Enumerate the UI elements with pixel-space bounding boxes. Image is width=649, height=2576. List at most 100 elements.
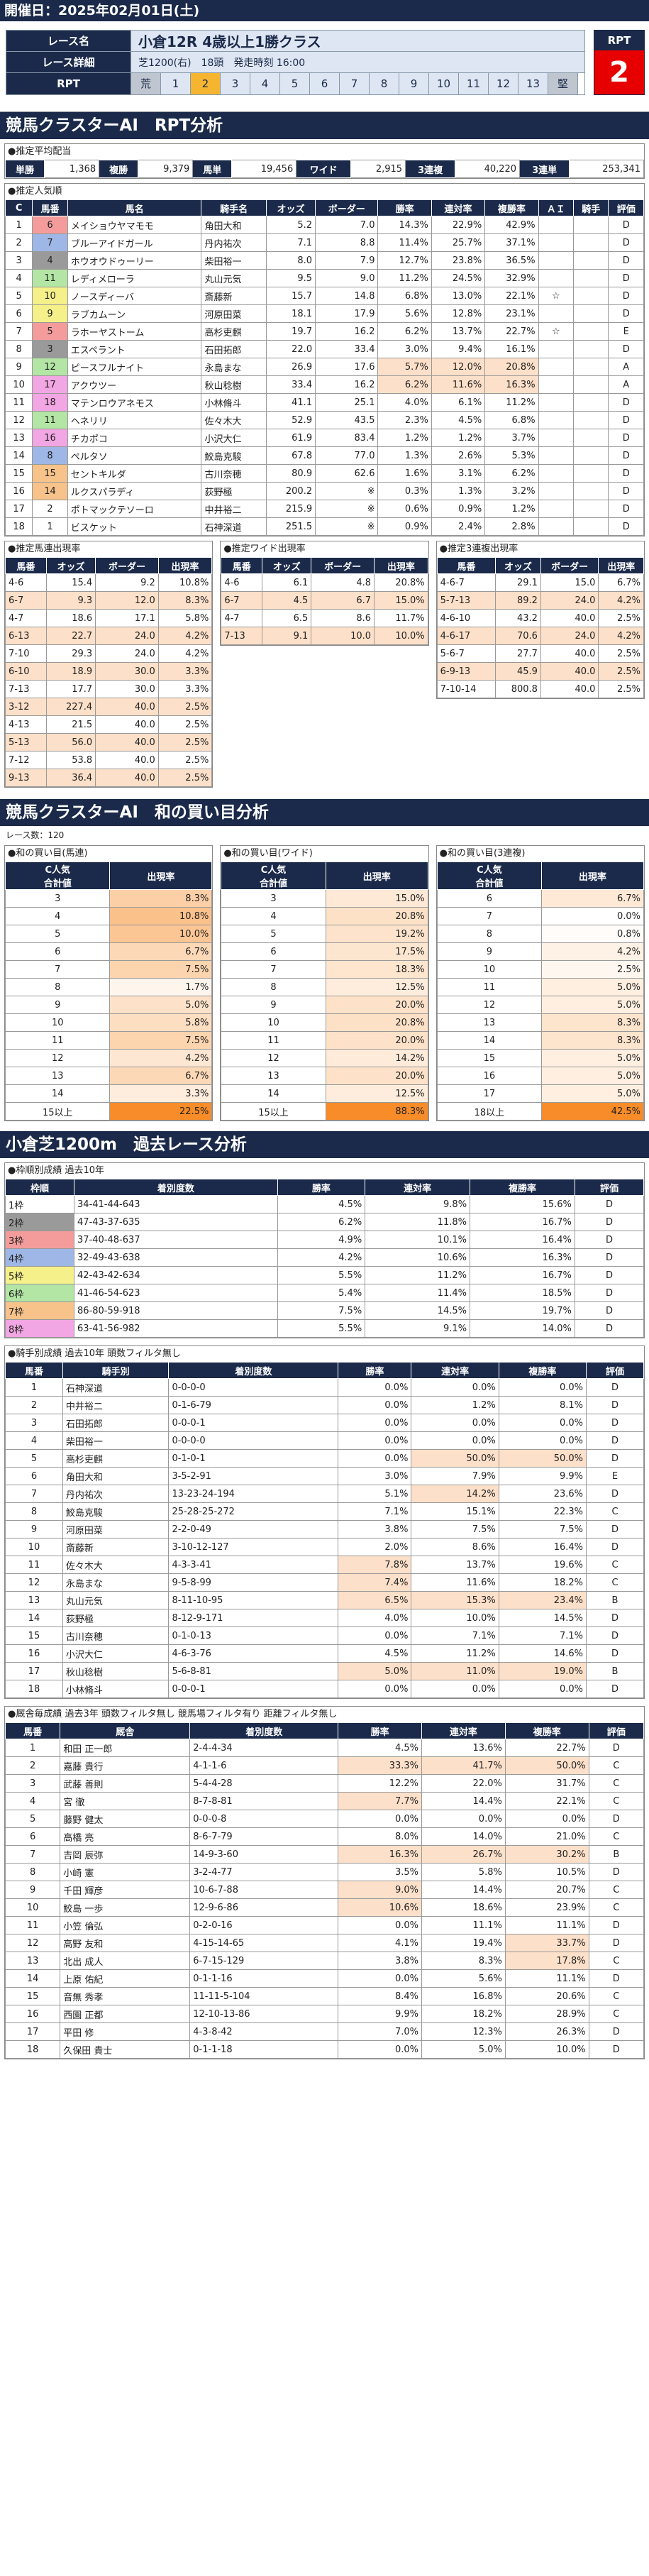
table-row: 13 丸山元気 8-11-10-95 6.5% 15.3% 23.4% B <box>5 1591 644 1609</box>
cell-1: 29.3 <box>45 644 96 663</box>
cell-5: 33.4 <box>315 340 379 358</box>
cell-9 <box>538 269 575 287</box>
cell-2: エスペラント <box>67 340 202 358</box>
cell-3: 2.5% <box>157 733 213 752</box>
cell-4: 5.8% <box>421 1863 506 1881</box>
cell-2: 6-7-15-129 <box>189 1952 339 1970</box>
table-row: 8 12.5% <box>221 978 428 996</box>
cell-3: 4.2% <box>157 644 213 663</box>
cell-3: 丹内祐次 <box>201 233 267 252</box>
wa-sanpuku-box: ●和の買い目(3連複) C人気 合計値 出現率 6 6.7% 7 0.0% 8 0.8% 9 4.2… <box>436 845 645 1121</box>
cell-11: D <box>608 429 644 447</box>
cell-0: 7 <box>4 1845 61 1864</box>
cell-2: アクウツー <box>67 375 202 394</box>
cell-0: 13 <box>5 1591 63 1609</box>
cell-4: 0.0% <box>411 1378 499 1397</box>
cell-8: 22.7% <box>484 322 539 341</box>
cell-5: 9.0 <box>315 269 379 287</box>
table-row: 6-13 22.7 24.0 4.2% <box>5 627 213 645</box>
cell-2: 40.0 <box>540 680 599 698</box>
sum-value: 8 <box>4 978 111 996</box>
cell-3: 0.0% <box>338 1810 423 1828</box>
column-header: 枠順 <box>4 1179 75 1196</box>
cell-3: 10.6% <box>338 1898 423 1917</box>
cell-1: 21.5 <box>45 715 96 734</box>
cell-0: 6-13 <box>5 627 47 645</box>
cell-0: 13 <box>4 1952 61 1970</box>
rpt-gate-9: 9 <box>399 73 429 94</box>
column-header: 出現率 <box>541 862 644 890</box>
rate-value: 5.0% <box>541 1049 644 1067</box>
cell-4: 5.0% <box>421 2040 506 2059</box>
popularity-box: ●推定人気順 C 馬番 馬名 騎手名 オッズ ボーダー 勝率 連対率 複勝率 ＡＩ 騎手 評価 1 6 メイ… <box>4 183 645 536</box>
cell-4: 16.8% <box>421 1987 506 2005</box>
rate-value: 12.5% <box>325 1084 428 1103</box>
sum-value: 16 <box>436 1067 543 1085</box>
rate-value: 42.5% <box>541 1102 644 1121</box>
cell-1: 6.1 <box>262 573 312 592</box>
sum-value: 3 <box>221 889 326 908</box>
sum-value: 13 <box>221 1067 326 1085</box>
cell-5: 23.6% <box>498 1485 587 1503</box>
cell-2: 12-9-6-86 <box>189 1898 339 1917</box>
cell-11: A <box>608 358 644 376</box>
cell-2: 5-4-4-28 <box>189 1774 339 1793</box>
table-row: 11 5.0% <box>436 978 644 996</box>
cell-7: 12.0% <box>431 358 486 376</box>
cell-1: 荻野極 <box>62 1609 170 1627</box>
table-row: 4-13 21.5 40.0 2.5% <box>5 715 213 734</box>
cell-0: 7-10-14 <box>436 680 497 698</box>
sum-value: 12 <box>4 1049 111 1067</box>
cell-10 <box>573 358 609 376</box>
cell-0: 8枠 <box>4 1319 75 1338</box>
cell-5: 0.0% <box>498 1414 587 1432</box>
cell-4: 10.0% <box>411 1609 499 1627</box>
cell-6: D <box>586 1609 644 1627</box>
cell-5: D <box>574 1301 645 1320</box>
cell-2: セントキルダ <box>67 464 202 483</box>
cell-6: D <box>586 1626 644 1645</box>
cell-4: 1.2% <box>411 1396 499 1414</box>
cell-3: 鮫島克駿 <box>201 446 267 465</box>
date-label: 開催日：2025年02月01日(土) <box>4 3 200 18</box>
cell-4: 26.7% <box>421 1845 506 1864</box>
column-header: 着別度数 <box>74 1179 278 1196</box>
rate-value: 17.5% <box>325 942 428 961</box>
column-header: 馬番 <box>221 557 263 574</box>
cell-3: 9.9% <box>338 2005 423 2023</box>
cell-4: 19.4% <box>421 1934 506 1952</box>
cell-8: 3.2% <box>484 482 539 500</box>
cell-4: 9.5 <box>265 269 316 287</box>
cell-2: ホウオウドゥーリー <box>67 251 202 270</box>
cell-2: 4.9% <box>277 1231 366 1249</box>
cell-6: 2.3% <box>377 411 432 429</box>
cell-3: 丸山元気 <box>201 269 267 287</box>
wide-table: 馬番 オッズ ボーダー 出現率 4-6 6.1 4.8 20.8% 6-7 4.5 6.7 15.0%… <box>221 557 428 645</box>
popularity-table: C 馬番 馬名 騎手名 オッズ ボーダー 勝率 連対率 複勝率 ＡＩ 騎手 評価 1 6 メイショウヤマモモ… <box>4 199 644 536</box>
cell-3: 14.5% <box>365 1301 471 1320</box>
cell-1: 18.9 <box>45 662 96 681</box>
cell-4: 7.5% <box>411 1520 499 1539</box>
cell-6: 0.9% <box>377 517 432 536</box>
wa-wide-table: C人気 合計値 出現率 3 15.0% 4 20.8% 5 19.2% 6 17.5% 7 18.3%… <box>221 862 428 1121</box>
table-row: 10 鮫島 一歩 12-9-6-86 10.6% 18.6% 23.9% C <box>4 1898 645 1917</box>
cell-6: D <box>588 1969 645 1988</box>
column-header: オッズ <box>262 557 312 574</box>
cell-3: 3.0% <box>338 1467 412 1485</box>
cell-2: レディメローラ <box>67 269 202 287</box>
table-row: 5 藤野 健太 0-0-0-8 0.0% 0.0% 0.0% D <box>4 1810 645 1828</box>
cell-3: 斎藤新 <box>201 287 267 305</box>
section-past-race: 小倉芝1200m 過去レース分析 <box>0 1131 649 1158</box>
cell-1: 高杉吏麒 <box>62 1449 170 1468</box>
rate-value: 20.8% <box>325 907 428 925</box>
cell-0: 7-10 <box>5 644 47 663</box>
cell-6: B <box>588 1845 645 1864</box>
cell-0: 17 <box>4 2022 61 2041</box>
cell-6: C <box>588 1827 645 1846</box>
cell-2: 40.0 <box>95 733 159 752</box>
cell-6: D <box>586 1520 644 1539</box>
payout-box: ●推定平均配当 単勝 1,368 複勝 9,379 馬単 19,456 ワイド 2,915 3連… <box>4 143 645 179</box>
cell-6: D <box>586 1378 644 1397</box>
jockey-box: ●騎手別成績 過去10年 頭数フィルタ無し 馬番 騎手別 着別度数 勝率 連対率 複勝率評… <box>4 1345 645 1699</box>
sum-value: 5 <box>4 925 111 943</box>
